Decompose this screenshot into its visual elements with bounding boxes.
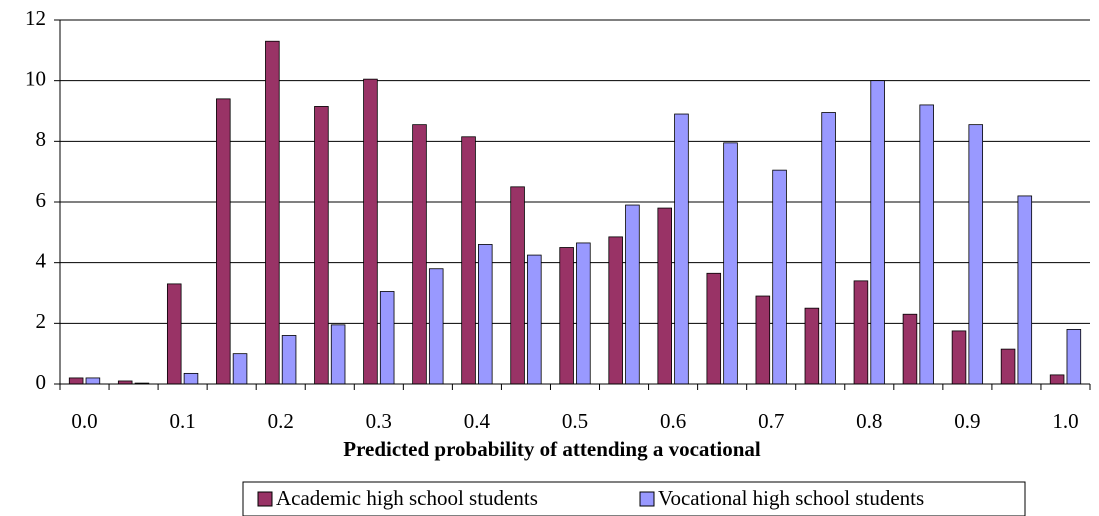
y-tick-label: 0 bbox=[36, 370, 47, 394]
x-tick-label: 0.6 bbox=[660, 409, 686, 433]
bar bbox=[379, 291, 395, 385]
bar bbox=[706, 272, 722, 385]
bar bbox=[755, 295, 771, 385]
bar bbox=[68, 377, 84, 385]
y-tick-label: 10 bbox=[25, 66, 46, 90]
bar bbox=[232, 353, 248, 385]
bar bbox=[772, 169, 787, 385]
x-tick-label: 0.7 bbox=[758, 409, 784, 433]
bar bbox=[559, 247, 574, 385]
x-tick-label: 0.1 bbox=[169, 409, 195, 433]
legend-label: Vocational high school students bbox=[658, 486, 924, 510]
legend-label: Academic high school students bbox=[276, 486, 538, 510]
bar bbox=[314, 106, 329, 385]
y-tick-label: 6 bbox=[36, 188, 47, 212]
x-axis-title: Predicted probability of attending a voc… bbox=[343, 437, 761, 461]
bar bbox=[968, 124, 984, 385]
bar bbox=[1000, 348, 1016, 385]
bar bbox=[527, 254, 542, 385]
bar bbox=[657, 207, 672, 385]
x-tick-label: 0.9 bbox=[954, 409, 980, 433]
y-tick-label: 2 bbox=[36, 309, 47, 333]
bar bbox=[363, 78, 378, 385]
bar bbox=[804, 307, 820, 385]
bar bbox=[330, 324, 346, 385]
bar bbox=[461, 136, 476, 385]
bar bbox=[951, 330, 967, 385]
bar bbox=[1066, 328, 1082, 385]
bar bbox=[853, 280, 869, 385]
x-tick-label: 0.2 bbox=[268, 409, 294, 433]
bar bbox=[625, 204, 640, 385]
bar bbox=[281, 335, 297, 385]
bar bbox=[723, 142, 738, 385]
bar bbox=[265, 40, 280, 385]
bar bbox=[216, 98, 231, 385]
x-tick-label: 0.3 bbox=[366, 409, 392, 433]
x-tick-label: 0.0 bbox=[71, 409, 97, 433]
bar bbox=[821, 112, 836, 385]
bar bbox=[85, 377, 101, 385]
bar bbox=[478, 244, 493, 385]
bar bbox=[919, 104, 934, 385]
bar bbox=[902, 313, 918, 385]
bar bbox=[1049, 374, 1065, 385]
y-tick-label: 8 bbox=[36, 127, 47, 151]
bar bbox=[510, 186, 525, 385]
y-tick-label: 4 bbox=[36, 248, 47, 272]
bar bbox=[166, 283, 182, 385]
x-tick-label: 0.5 bbox=[562, 409, 588, 433]
bar bbox=[674, 113, 689, 385]
bar bbox=[412, 124, 427, 385]
bar bbox=[1017, 195, 1033, 385]
y-tick-label: 12 bbox=[25, 6, 46, 30]
x-tick-label: 0.8 bbox=[856, 409, 882, 433]
bar bbox=[428, 268, 444, 385]
bar bbox=[576, 242, 591, 385]
bar bbox=[608, 236, 623, 385]
x-tick-label: 1.0 bbox=[1052, 409, 1078, 433]
legend-swatch bbox=[639, 491, 655, 507]
x-tick-label: 0.4 bbox=[464, 409, 491, 433]
bar bbox=[870, 80, 885, 385]
legend-box bbox=[242, 481, 1026, 516]
bar bbox=[183, 372, 199, 385]
legend-swatch bbox=[257, 491, 273, 507]
